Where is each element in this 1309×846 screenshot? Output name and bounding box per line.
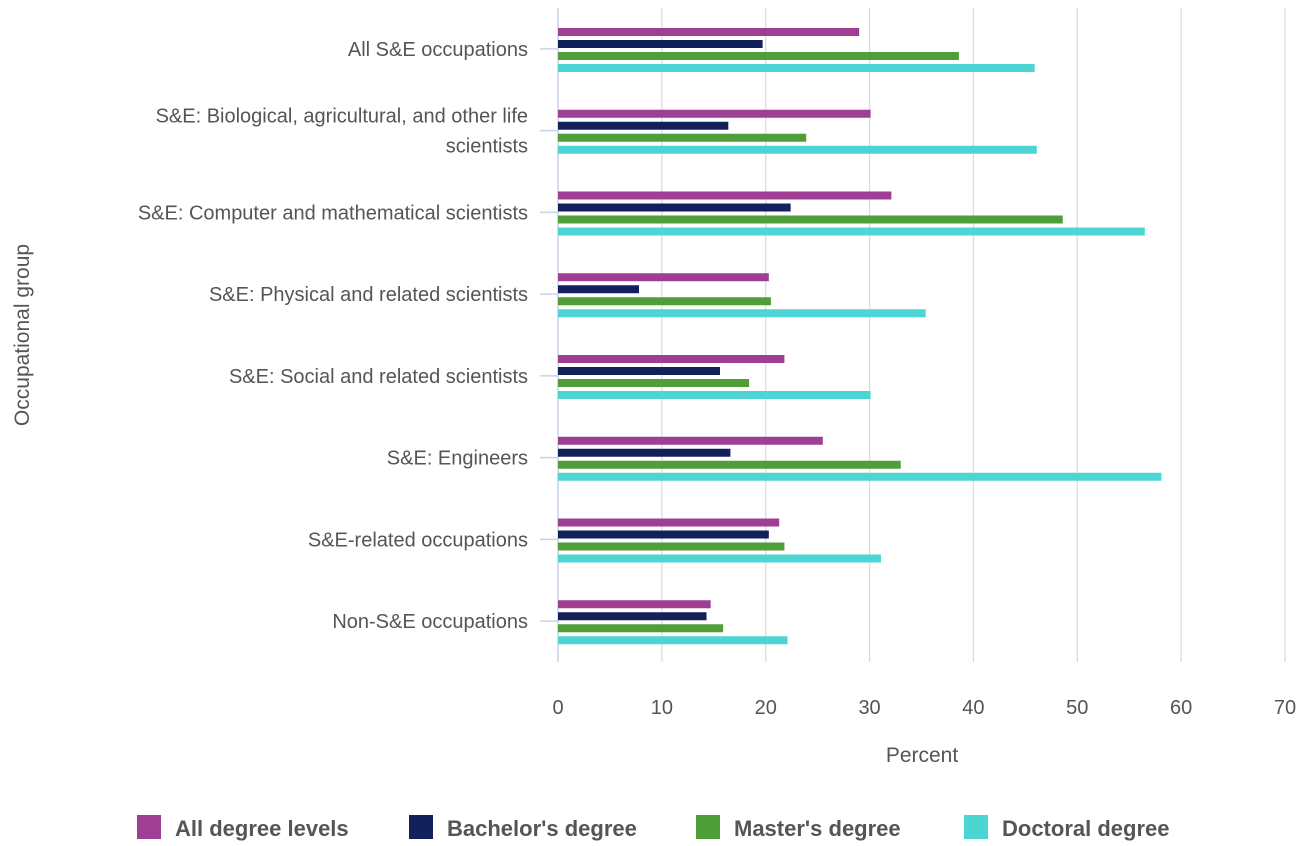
bar: [558, 309, 926, 318]
bar: [558, 472, 1162, 481]
y-axis-title: Occupational group: [11, 244, 34, 426]
category-label: S&E: Computer and mathematical scientist…: [138, 202, 528, 224]
x-tick-label: 20: [755, 697, 777, 719]
bar: [558, 355, 785, 363]
category-label: scientists: [446, 136, 528, 158]
bar: [558, 297, 771, 306]
bar: [558, 28, 860, 36]
category-label: S&E: Engineers: [387, 448, 528, 470]
bar: [558, 530, 769, 539]
bar: [558, 379, 750, 387]
bar: [558, 40, 763, 48]
x-axis-title: Percent: [886, 744, 959, 767]
bar: [558, 391, 871, 399]
bar: [558, 109, 871, 118]
legend-label: Master's degree: [734, 816, 901, 841]
x-tick-label: 30: [858, 697, 880, 719]
category-label: S&E: Physical and related scientists: [209, 284, 528, 306]
bar: [558, 215, 1063, 224]
x-tick-label: 10: [651, 697, 673, 719]
bar: [558, 518, 780, 527]
legend-swatch: [409, 815, 433, 839]
bar: [558, 436, 823, 445]
x-tick-label: 60: [1170, 697, 1192, 719]
legend-label: Bachelor's degree: [447, 816, 637, 841]
bar: [558, 227, 1145, 236]
bar: [558, 624, 724, 633]
bar: [558, 542, 785, 551]
legend-label: All degree levels: [175, 816, 349, 841]
legend-label: Doctoral degree: [1002, 816, 1170, 841]
category-label: S&E: Social and related scientists: [229, 366, 528, 388]
legend-swatch: [696, 815, 720, 839]
category-label: S&E: Biological, agricultural, and other…: [156, 106, 528, 128]
x-tick-label: 70: [1274, 697, 1296, 719]
legend-swatch: [137, 815, 161, 839]
legend-swatch: [964, 815, 988, 839]
bar: [558, 600, 711, 609]
bar: [558, 203, 791, 212]
bar: [558, 52, 959, 60]
bar: [558, 636, 788, 645]
category-label: S&E-related occupations: [308, 529, 528, 551]
category-label: All S&E occupations: [348, 39, 528, 61]
x-tick-label: 0: [552, 697, 563, 719]
bar: [558, 367, 721, 375]
bar: [558, 612, 707, 621]
bar: [558, 273, 769, 282]
bar: [558, 121, 729, 130]
x-tick-label: 40: [962, 697, 984, 719]
bar: [558, 133, 807, 142]
bar: [558, 448, 731, 457]
bar: [558, 145, 1037, 154]
bar: [558, 191, 892, 200]
category-label: Non-S&E occupations: [332, 611, 528, 633]
bar: [558, 285, 640, 294]
bar: [558, 554, 881, 563]
x-tick-label: 50: [1066, 697, 1088, 719]
bar: [558, 460, 901, 469]
bar: [558, 64, 1035, 72]
